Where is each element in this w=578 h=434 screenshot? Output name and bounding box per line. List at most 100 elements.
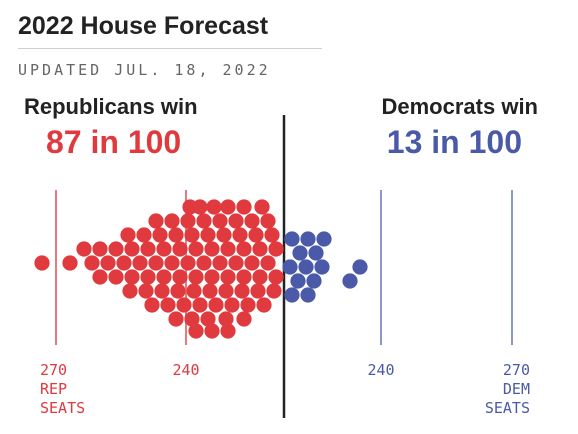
republican-outcome-dot [224,297,240,313]
democrat-outcome-dot [306,273,322,289]
democrat-outcome-dot [308,245,324,261]
republican-outcome-dot [120,227,136,243]
republican-outcome-dot [212,255,228,271]
republican-outcome-dot [244,255,260,271]
democrat-outcome-dot [284,231,300,247]
republican-outcome-dot [264,227,280,243]
republican-outcome-dot [92,269,108,285]
republican-outcome-dot [240,297,256,313]
title-divider [18,48,322,49]
republican-outcome-dot [34,255,50,271]
republican-outcome-dot [132,255,148,271]
tick-label-rep-270-2: SEATS [40,399,85,417]
republican-outcome-dot [152,227,168,243]
republican-outcome-dot [248,227,264,243]
republican-outcome-dot [164,255,180,271]
democrats-win-odds: 13 in 100 [386,124,522,160]
republican-outcome-dot [124,241,140,257]
republican-outcome-dot [186,283,202,299]
republican-outcome-dot [192,199,208,215]
republican-outcome-dot [266,283,282,299]
republican-outcome-dot [252,269,268,285]
democrat-outcome-dot [290,273,306,289]
republican-outcome-dot [200,311,216,327]
democrat-outcome-dot [284,287,300,303]
republicans-win-odds: 87 in 100 [46,124,182,160]
republican-outcome-dot [188,323,204,339]
republican-outcome-dot [76,241,92,257]
republican-outcome-dot [122,283,138,299]
republican-outcome-dot [138,283,154,299]
republican-outcome-dot [192,297,208,313]
republican-outcome-dot [236,241,252,257]
republican-outcome-dot [236,269,252,285]
democrat-outcome-dot [282,259,298,275]
republican-outcome-dot [244,213,260,229]
republican-outcome-dot [180,213,196,229]
republican-outcome-dot [188,269,204,285]
republicans-win-label: Republicans win [24,94,198,119]
democrat-outcome-dot [292,245,308,261]
republican-outcome-dot [124,269,140,285]
republican-outcome-dot [184,311,200,327]
democrat-outcome-dot [316,231,332,247]
republican-outcome-dot [218,283,234,299]
updated-date: UPDATED JUL. 18, 2022 [18,61,271,79]
republican-outcome-dot [260,213,276,229]
tick-label-dem-270-2: SEATS [485,399,530,417]
republican-outcome-dot [160,297,176,313]
tick-label-rep-270-1: REP [40,380,67,398]
republican-outcome-dot [168,311,184,327]
republican-outcome-dot [260,255,276,271]
republican-outcome-dot [204,241,220,257]
republican-outcome-dot [256,297,272,313]
tick-label-rep-270-0: 270 [40,361,67,379]
republican-outcome-dot [184,227,200,243]
republican-outcome-dot [268,241,284,257]
republican-outcome-dot [250,283,266,299]
democrat-outcome-dot [352,259,368,275]
republican-outcome-dot [234,283,250,299]
democrat-outcome-dot [300,287,316,303]
republican-outcome-dot [100,255,116,271]
republican-outcome-dot [268,269,284,285]
republican-outcome-dot [228,255,244,271]
republican-outcome-dot [156,269,172,285]
republican-outcome-dot [254,199,270,215]
republican-outcome-dot [188,241,204,257]
republican-outcome-dot [216,227,232,243]
republican-outcome-dot [148,255,164,271]
republican-outcome-dot [172,269,188,285]
republican-outcome-dot [218,311,234,327]
republican-outcome-dot [220,269,236,285]
republican-outcome-dot [84,255,100,271]
republican-outcome-dot [156,241,172,257]
republican-outcome-dot [144,297,160,313]
republican-outcome-dot [172,241,188,257]
republican-outcome-dot [180,255,196,271]
republican-outcome-dot [232,227,248,243]
republican-outcome-dot [136,227,152,243]
tick-label-dem-270-0: 270 [503,361,530,379]
democrat-outcome-dot [300,231,316,247]
republican-outcome-dot [154,283,170,299]
republican-outcome-dot [108,269,124,285]
chart-title: 2022 House Forecast [18,12,269,40]
republican-outcome-dot [236,311,252,327]
republican-outcome-dot [252,241,268,257]
republican-outcome-dot [196,213,212,229]
republican-outcome-dot [202,283,218,299]
republican-outcome-dot [176,297,192,313]
republican-outcome-dot [168,227,184,243]
republican-outcome-dot [116,255,132,271]
tick-label-dem-240-0: 240 [367,361,394,379]
republican-outcome-dot [206,199,222,215]
republican-outcome-dot [228,213,244,229]
republican-outcome-dot [200,227,216,243]
republican-outcome-dot [62,255,78,271]
tick-label-dem-270-1: DEM [503,380,530,398]
republican-outcome-dot [140,269,156,285]
democrat-outcome-dot [314,259,330,275]
republican-outcome-dot [196,255,212,271]
